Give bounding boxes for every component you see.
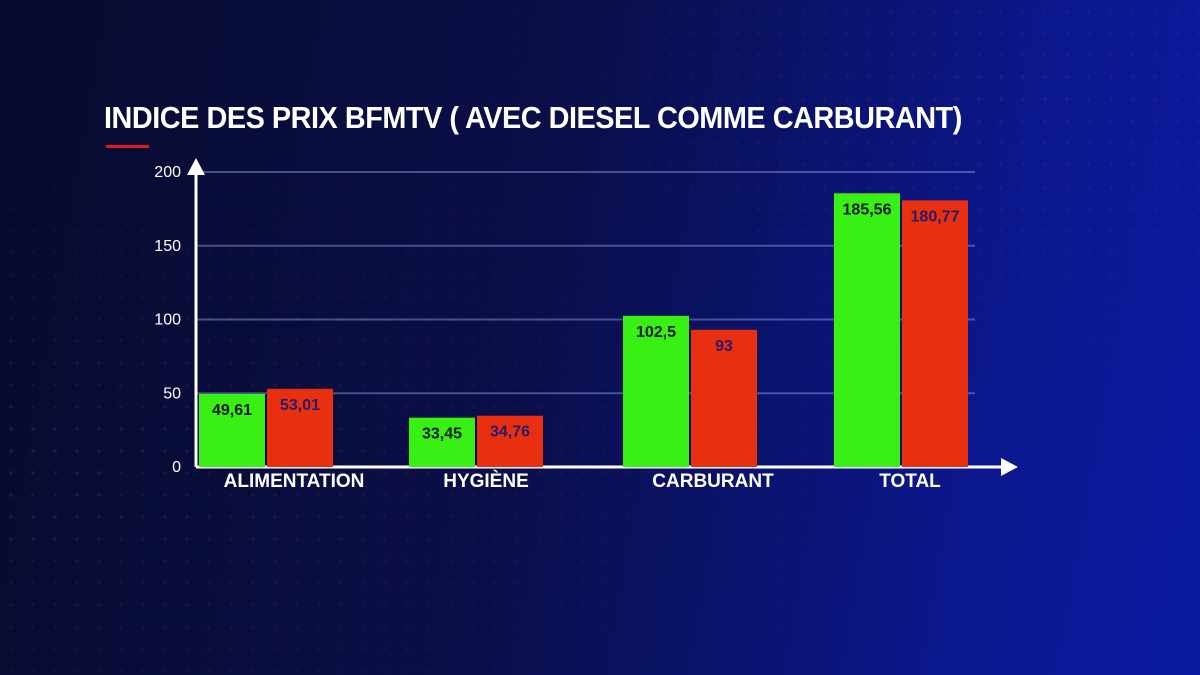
y-tick-label: 100 <box>154 312 181 329</box>
bar-value-label: 33,45 <box>422 426 462 443</box>
bar-value-label: 93 <box>715 338 733 355</box>
y-tick-label: 200 <box>154 164 181 181</box>
bars <box>199 193 968 467</box>
bar-value-label: 49,61 <box>212 402 252 419</box>
category-labels: ALIMENTATION HYGIÈNE CARBURANT TOTAL <box>224 470 942 492</box>
bar-value-label: 53,01 <box>280 397 320 414</box>
category-label: ALIMENTATION <box>224 471 365 492</box>
bar-value-label: 180,77 <box>911 208 960 225</box>
category-label: CARBURANT <box>652 471 774 492</box>
chart-title: INDICE DES PRIX BFMTV ( AVEC DIESEL COMM… <box>104 100 962 135</box>
category-label: TOTAL <box>879 471 941 492</box>
x-axis-arrow-icon <box>1001 458 1018 476</box>
bar <box>902 200 968 467</box>
bar <box>834 193 900 467</box>
bar-value-label: 34,76 <box>490 424 530 441</box>
y-tick-label: 0 <box>172 459 181 476</box>
bar <box>691 329 757 467</box>
bar-value-label: 185,56 <box>843 201 892 218</box>
title-accent-line <box>106 145 149 148</box>
category-label: HYGIÈNE <box>443 470 529 492</box>
bar <box>409 417 475 467</box>
value-labels: 49,61 53,01 33,45 34,76 102,5 93 185,56 180,77 <box>212 201 960 442</box>
y-tick-label: 150 <box>154 238 181 255</box>
bar-value-label: 102,5 <box>636 324 676 341</box>
bar <box>267 388 333 467</box>
y-axis-ticks: 0 50 100 150 200 <box>154 164 181 476</box>
bar <box>199 393 265 467</box>
y-axis-arrow-icon <box>187 158 205 175</box>
bar <box>477 415 543 467</box>
bar <box>623 315 689 467</box>
y-tick-label: 50 <box>163 385 181 402</box>
